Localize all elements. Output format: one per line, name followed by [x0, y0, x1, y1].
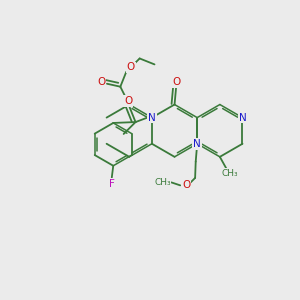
Text: O: O [172, 77, 180, 87]
Text: O: O [182, 180, 190, 190]
Text: N: N [148, 112, 156, 123]
Text: O: O [124, 96, 132, 106]
Text: N: N [238, 112, 246, 123]
Text: O: O [97, 77, 105, 87]
Text: F: F [109, 178, 115, 189]
Text: O: O [127, 62, 135, 72]
Text: N: N [193, 139, 201, 149]
Text: CH₃: CH₃ [222, 169, 238, 178]
Text: CH₃: CH₃ [154, 178, 171, 187]
